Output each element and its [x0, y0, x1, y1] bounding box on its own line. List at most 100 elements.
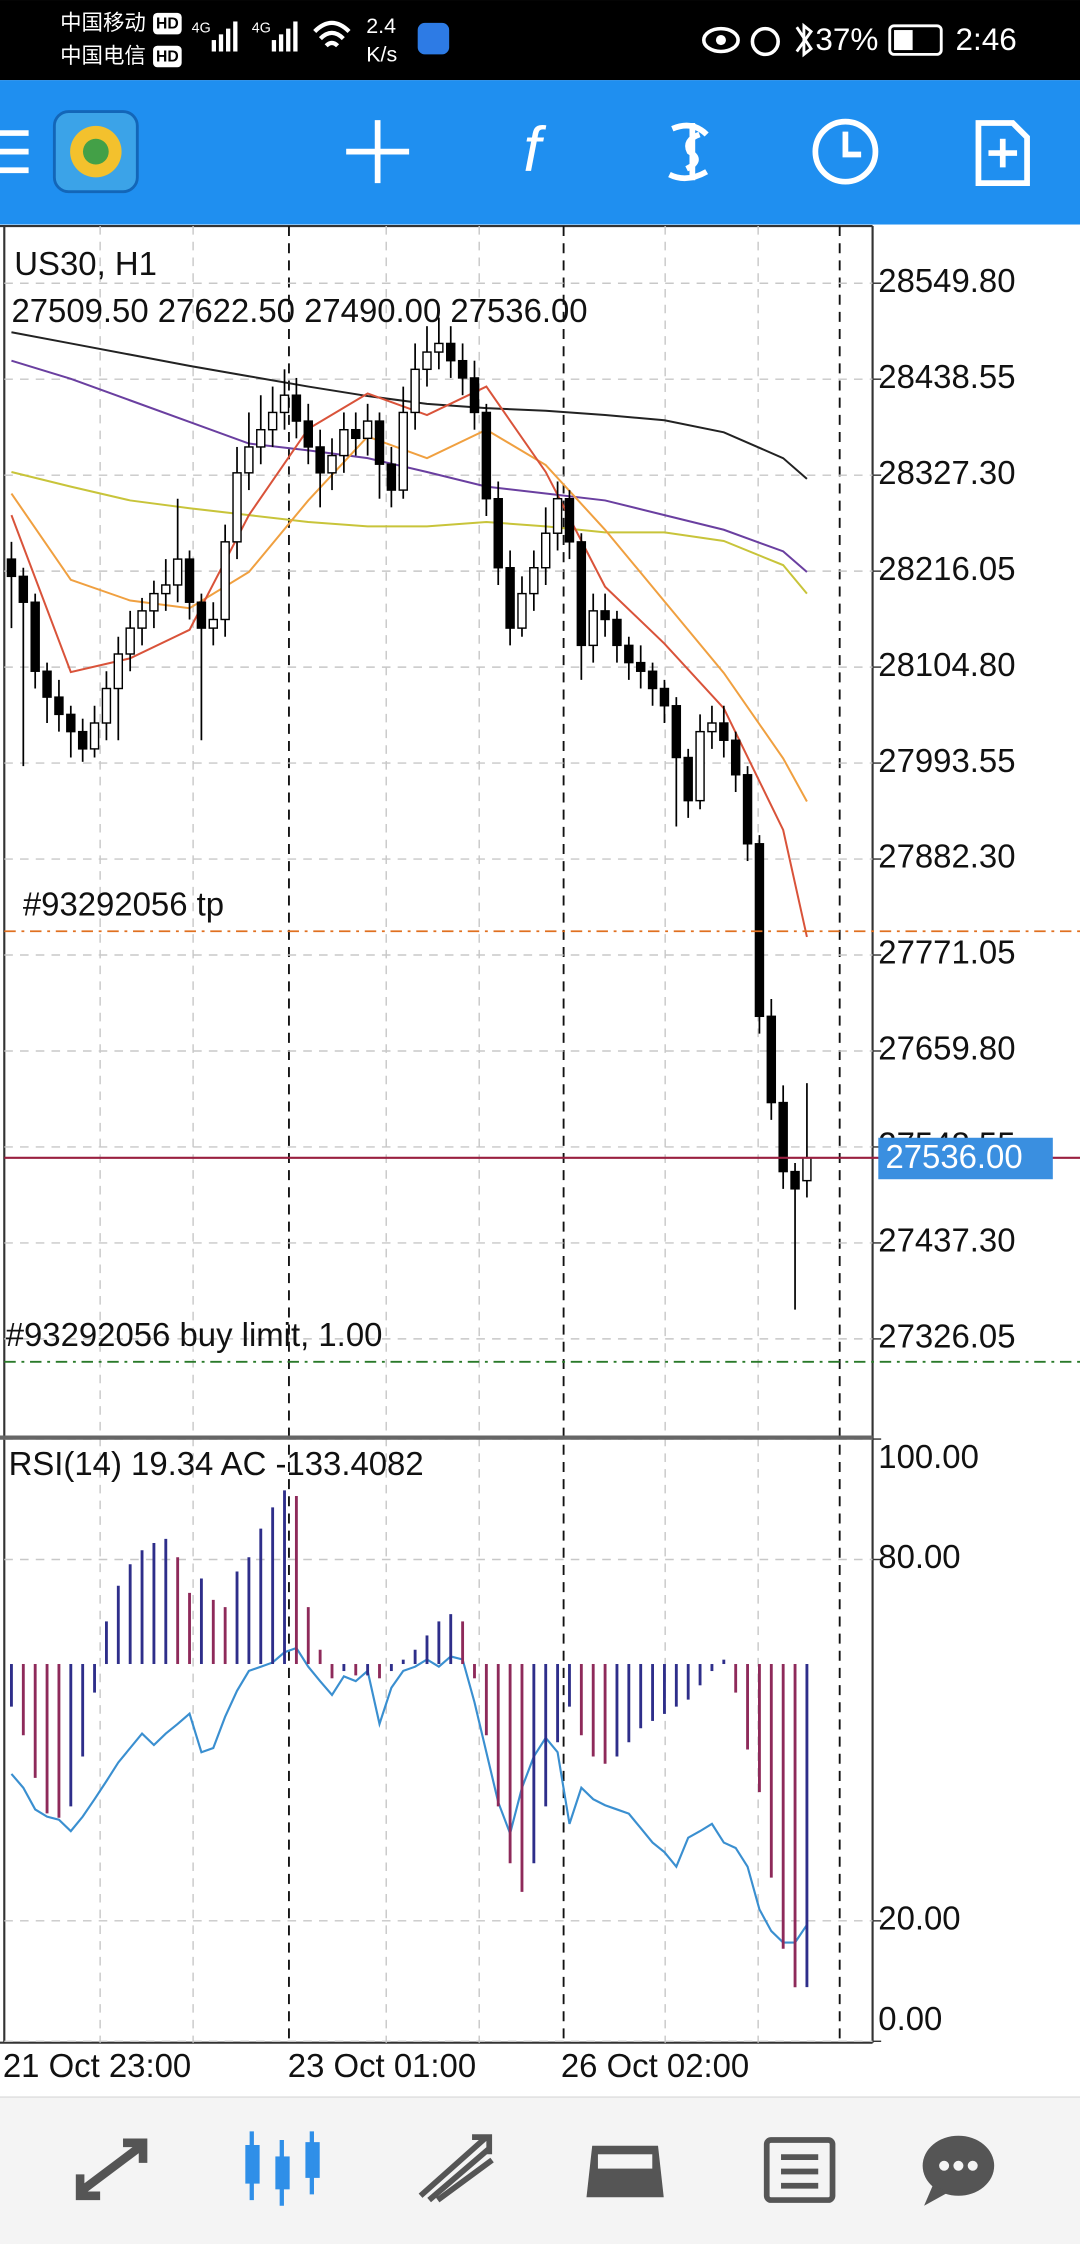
candle-body — [101, 687, 112, 724]
battery-icon — [894, 30, 913, 51]
candle-body — [719, 722, 729, 741]
candle-body — [161, 584, 171, 595]
clock: 2:46 — [956, 22, 1017, 57]
quotes-tab[interactable] — [75, 2138, 148, 2201]
candle-body — [493, 498, 503, 569]
candle-body — [600, 610, 610, 621]
candle-body — [196, 601, 207, 629]
chart-title: US30, H1 — [14, 245, 157, 282]
period-separator — [288, 226, 841, 2043]
carrier: 中国移动 — [60, 11, 146, 35]
y-tick-label: 0.00 — [878, 2000, 942, 2037]
order-label: #93292056 buy limit, 1.00 — [6, 1316, 383, 1353]
y-tick-label: 100.00 — [878, 1438, 979, 1475]
carrier: 中国电信 — [60, 44, 146, 68]
y-tick-label: 28327.30 — [878, 454, 1015, 491]
y-tick-label: 27437.30 — [878, 1222, 1015, 1259]
candle-body — [172, 558, 183, 586]
y-tick-label: 27993.55 — [878, 742, 1015, 779]
trade-tab[interactable] — [418, 2134, 494, 2203]
candle-body — [89, 722, 100, 750]
candle-body — [576, 541, 587, 647]
y-tick-label: 27659.80 — [878, 1030, 1015, 1067]
status-bar — [0, 0, 1080, 81]
candle-body — [802, 1157, 812, 1182]
moving-average — [10, 385, 808, 938]
candle-body — [149, 592, 159, 612]
period-button[interactable] — [812, 118, 879, 185]
candle-body — [754, 843, 765, 1018]
y-tick-label: 80.00 — [878, 1538, 960, 1575]
candle-body — [77, 730, 88, 750]
candle-body — [339, 428, 349, 457]
candle-body — [113, 653, 124, 690]
indicator-title: RSI(14) 19.34 AC -133.4082 — [9, 1445, 424, 1482]
chat-tab[interactable] — [922, 2135, 995, 2206]
speed-unit: K/s — [366, 42, 397, 66]
candle-body — [184, 558, 195, 603]
candle-body — [588, 610, 598, 647]
candle-body — [434, 342, 444, 353]
candle-body — [422, 351, 432, 371]
y-tick-label: 27326.05 — [878, 1318, 1015, 1355]
candle-body — [683, 756, 693, 802]
candle-body — [398, 411, 408, 491]
moving-average — [11, 359, 808, 573]
candle-body — [541, 532, 551, 569]
candle-body — [790, 1170, 800, 1190]
candle-body — [529, 567, 539, 595]
app-icon — [417, 22, 450, 55]
candle-body — [303, 420, 313, 448]
y-tick-label: 28549.80 — [878, 262, 1015, 299]
candle-body — [659, 687, 670, 707]
chart-tab[interactable] — [245, 2131, 320, 2206]
candle-body — [6, 558, 17, 578]
menu-button[interactable] — [0, 130, 29, 174]
candle-body — [54, 696, 64, 716]
history-tab[interactable] — [586, 2145, 664, 2198]
candle-body — [707, 722, 717, 733]
candle-body — [552, 498, 563, 534]
x-tick-label: 23 Oct 01:00 — [288, 2047, 476, 2084]
ohlc-text: 27509.50 27622.50 27490.00 27536.00 — [11, 292, 587, 329]
x-tick-label: 26 Oct 02:00 — [561, 2047, 749, 2084]
candle-body — [742, 774, 753, 845]
candle-body — [267, 411, 278, 431]
toolbar — [0, 80, 1080, 225]
candle-body — [671, 705, 682, 759]
moving-average — [11, 471, 808, 595]
candle-body — [374, 420, 385, 465]
crosshair-button[interactable] — [346, 120, 410, 184]
candle-body — [766, 1015, 777, 1104]
plot-layer: 28549.80 28438.55 28327.30 28216.05 28104.80… — [3, 245, 1080, 2084]
news-tab[interactable] — [763, 2137, 836, 2203]
candle-body — [137, 610, 147, 629]
wifi — [313, 20, 351, 48]
candle-body — [647, 670, 658, 690]
candle-body — [291, 394, 302, 422]
candle-body — [244, 446, 254, 474]
candle-body — [256, 428, 266, 448]
signal — [271, 21, 298, 52]
rsi-line — [10, 1646, 808, 1944]
hd-badge — [153, 45, 182, 68]
y-tick-label: 27771.05 — [878, 934, 1015, 971]
candle-body — [42, 670, 52, 698]
trade-button[interactable] — [668, 122, 709, 182]
indicators-button[interactable]: f — [523, 115, 546, 185]
new-order-button[interactable] — [975, 120, 1030, 186]
bluetooth-icon — [795, 22, 814, 58]
candle-body — [30, 601, 40, 672]
y-tick-label: 27882.30 — [878, 838, 1015, 875]
net: 4G — [192, 20, 211, 36]
candle-body — [362, 420, 373, 440]
candle-body — [517, 592, 527, 629]
candle-body — [457, 359, 468, 379]
candle-body — [730, 739, 741, 776]
order-label: #93292056 tp — [23, 886, 224, 923]
eye-icon — [715, 35, 726, 46]
hd: HD — [156, 15, 179, 32]
candle-body — [315, 446, 325, 474]
candle-body — [446, 342, 456, 362]
